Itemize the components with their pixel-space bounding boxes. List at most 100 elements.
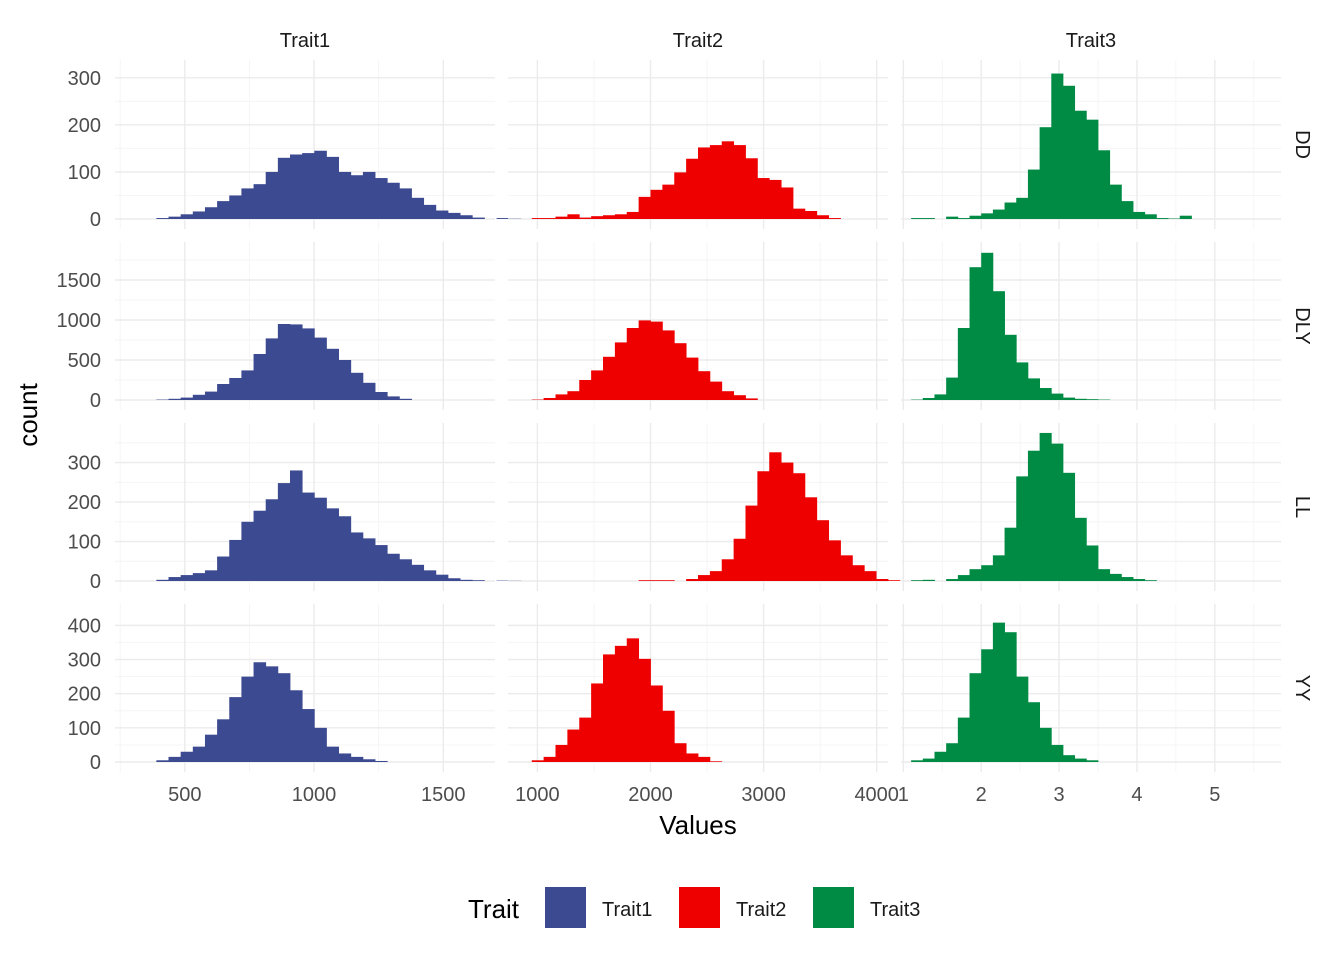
panel-DLY-Trait2 — [508, 242, 888, 410]
histogram-bar — [603, 654, 616, 762]
histogram-bar — [698, 575, 711, 581]
histogram-bar — [981, 649, 994, 762]
panel-DLY-Trait3 — [901, 242, 1281, 410]
histogram-bar — [733, 538, 746, 581]
histogram-bar — [1144, 580, 1157, 581]
histogram-bar — [277, 157, 291, 219]
histogram-bar — [828, 540, 841, 581]
y-tick-label: 100 — [68, 162, 101, 184]
histogram-bar — [472, 580, 485, 581]
histogram-bar — [992, 209, 1005, 219]
histogram-bar — [156, 579, 169, 581]
histogram-bar — [326, 348, 340, 400]
histogram-bar — [411, 197, 425, 219]
histogram-bar — [180, 397, 194, 400]
legend-title: Trait — [468, 894, 520, 924]
histogram-bar — [721, 559, 735, 581]
column-strip-labels: Trait1 Trait2 Trait3 — [280, 30, 1116, 52]
histogram-bar — [626, 328, 640, 400]
histogram-bar — [338, 171, 352, 219]
histogram-bar — [180, 575, 194, 581]
histogram-bar — [1027, 450, 1041, 581]
histogram-bar — [555, 394, 568, 400]
histogram-bar — [229, 697, 242, 762]
histogram-bar — [1179, 215, 1192, 219]
histogram-bar — [650, 321, 663, 400]
histogram-bar — [277, 673, 291, 762]
histogram-bar — [290, 154, 303, 219]
histogram-bar — [662, 580, 675, 581]
x-tick-label: 1 — [898, 784, 909, 806]
x-tick-label: 4 — [1131, 784, 1142, 806]
histogram-bar — [864, 571, 877, 581]
histogram-bar — [698, 756, 711, 762]
histogram-bar — [168, 216, 182, 219]
y-tick-label: 200 — [68, 115, 101, 137]
histogram-bar — [888, 580, 901, 581]
histogram-bar — [992, 622, 1005, 762]
histogram-bar — [472, 217, 485, 219]
histogram-bar — [411, 564, 425, 581]
panel-YY-Trait1 — [115, 604, 495, 772]
histogram-bar — [992, 291, 1005, 400]
histogram-bar — [241, 370, 254, 400]
histogram-bar — [793, 473, 806, 581]
histogram-bar — [1039, 127, 1052, 219]
histogram-bar — [253, 184, 267, 219]
histogram-bar — [217, 201, 230, 219]
histogram-bar — [350, 372, 364, 400]
histogram-bar — [567, 729, 580, 762]
histogram-bar — [828, 218, 841, 219]
legend-key-swatch — [679, 887, 720, 928]
histogram-bar — [362, 538, 376, 581]
histogram-bar — [1074, 517, 1087, 581]
row-strip-LL: LL — [1291, 496, 1313, 518]
histogram-bar — [946, 579, 959, 581]
histogram-bar — [614, 342, 628, 400]
y-tick-label: 0 — [90, 571, 101, 593]
panel-YY-Trait3 — [901, 604, 1281, 772]
histogram-bar — [302, 153, 315, 219]
histogram-bar — [957, 717, 970, 762]
histogram-bar — [922, 758, 935, 762]
histogram-bar — [852, 565, 865, 581]
histogram-bar — [957, 218, 970, 219]
histogram-bar — [650, 580, 663, 581]
histogram-bar — [290, 470, 303, 581]
histogram-bar — [1016, 476, 1029, 581]
histogram-bar — [399, 398, 412, 400]
histogram-bar — [277, 324, 291, 400]
histogram-bar — [969, 673, 982, 762]
histogram-bar — [362, 171, 376, 219]
histogram-bar — [591, 683, 604, 762]
x-tick-label: 1000 — [515, 784, 560, 806]
histogram-bar — [241, 521, 254, 581]
histogram-bar — [1062, 472, 1076, 581]
histogram-bar — [650, 685, 663, 762]
histogram-bar — [217, 384, 230, 400]
histogram-bar — [423, 570, 437, 581]
histogram-bar — [423, 204, 437, 219]
histogram-bar — [1039, 388, 1052, 400]
histogram-bar — [375, 760, 388, 762]
histogram-bar — [769, 179, 782, 219]
histogram-bar — [911, 218, 924, 219]
panel-LL-Trait2 — [508, 423, 901, 591]
histogram-bar — [1027, 169, 1041, 219]
x-axis-title: Values — [659, 810, 737, 840]
histogram-bar — [192, 746, 206, 762]
histogram-bar — [638, 658, 651, 762]
histogram-bar — [686, 158, 699, 219]
histogram-bar — [745, 505, 758, 581]
histogram-bar — [757, 178, 770, 219]
histogram-bar — [781, 462, 794, 581]
histogram-bar — [204, 570, 218, 581]
histogram-bar — [204, 734, 218, 762]
histogram-bar — [229, 195, 242, 219]
legend-item-label: Trait2 — [736, 899, 786, 921]
histogram-bar — [1051, 443, 1064, 581]
column-strip-Trait2: Trait2 — [673, 30, 723, 52]
histogram-bar — [662, 710, 675, 762]
